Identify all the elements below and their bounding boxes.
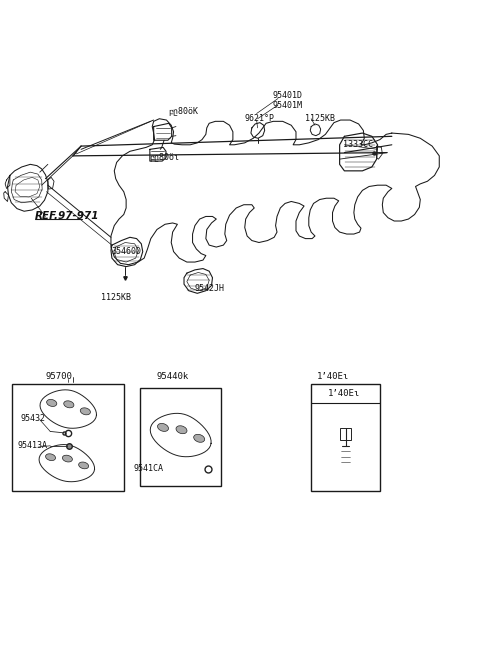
Text: REF.97-971: REF.97-971 bbox=[35, 212, 99, 221]
Ellipse shape bbox=[194, 434, 204, 442]
Bar bbox=[12, 384, 124, 491]
Bar bbox=[311, 384, 380, 491]
Ellipse shape bbox=[157, 423, 168, 432]
Ellipse shape bbox=[176, 426, 187, 434]
Text: 9541CA: 9541CA bbox=[133, 464, 163, 473]
Ellipse shape bbox=[80, 408, 90, 415]
Text: 35460D: 35460D bbox=[111, 247, 141, 256]
Bar bbox=[340, 428, 351, 440]
Text: 1333CC: 1333CC bbox=[343, 140, 373, 148]
Text: 95413A: 95413A bbox=[17, 442, 47, 450]
Text: 95700: 95700 bbox=[46, 373, 72, 381]
Text: բը80ӧɩ: բը80ӧɩ bbox=[149, 153, 179, 162]
Ellipse shape bbox=[47, 399, 57, 407]
Text: 9542JH: 9542JH bbox=[195, 284, 225, 292]
Text: 1’40Eɩ: 1’40Eɩ bbox=[317, 373, 349, 381]
Bar bbox=[140, 388, 221, 486]
Text: 1125KB: 1125KB bbox=[305, 114, 336, 123]
Text: 95440k: 95440k bbox=[157, 373, 189, 381]
Text: 1125KB: 1125KB bbox=[101, 293, 132, 302]
Text: 95401D: 95401D bbox=[272, 91, 302, 100]
Ellipse shape bbox=[46, 454, 56, 461]
Ellipse shape bbox=[62, 455, 72, 462]
Ellipse shape bbox=[64, 401, 74, 408]
Ellipse shape bbox=[79, 462, 89, 469]
Text: 9621°P: 9621°P bbox=[245, 114, 275, 123]
Text: 95432: 95432 bbox=[20, 414, 45, 423]
Text: բը80ӧK: բը80ӧK bbox=[168, 107, 198, 116]
Text: 95401M: 95401M bbox=[272, 101, 302, 110]
Text: 1’40Eɩ: 1’40Eɩ bbox=[327, 389, 360, 398]
